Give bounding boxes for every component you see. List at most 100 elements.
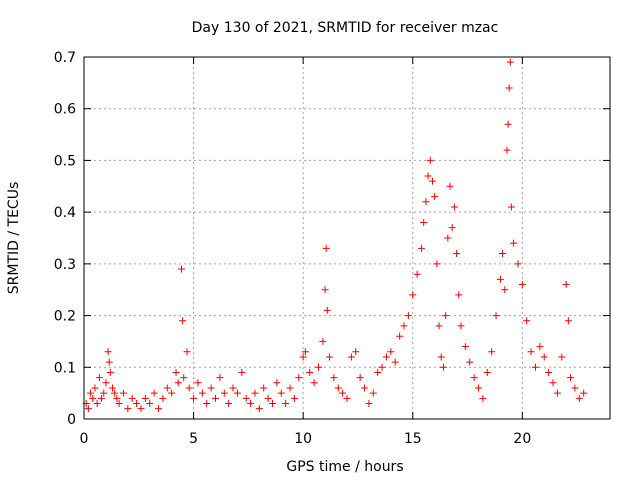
data-point [93,399,101,407]
data-points [82,58,588,413]
data-point [361,384,369,392]
data-point [128,394,136,402]
data-point [315,363,323,371]
data-point [455,291,463,299]
data-point [444,234,452,242]
data-point [98,394,106,402]
data-point [264,394,272,402]
y-tick-label: 0.5 [54,153,76,169]
data-point [178,265,186,273]
data-point [400,322,408,330]
data-point [420,218,428,226]
data-point [483,368,491,376]
data-point [404,312,412,320]
data-point [567,374,575,382]
data-point [499,250,507,258]
data-point [299,353,307,361]
x-tick-label: 15 [404,431,422,447]
data-point [198,389,206,397]
data-point [506,58,514,66]
x-axis-label: GPS time / hours [286,459,403,475]
data-point [356,374,364,382]
y-tick-label: 0.1 [54,360,76,376]
data-point [163,384,171,392]
data-point [310,379,318,387]
data-point [229,384,237,392]
y-tick-label: 0.2 [54,309,76,325]
data-point [492,312,500,320]
data-point [564,317,572,325]
data-point [431,193,439,201]
data-point [185,384,193,392]
data-point [378,363,386,371]
data-point [233,389,241,397]
data-point [545,368,553,376]
data-point [141,394,149,402]
data-point [424,172,432,180]
data-point [523,317,531,325]
data-point [433,260,441,268]
data-point [558,353,566,361]
data-point [322,244,330,252]
data-point [369,389,377,397]
data-point [242,394,250,402]
data-point [439,363,447,371]
data-point [496,275,504,283]
data-point [137,405,145,413]
data-point [453,250,461,258]
data-point [225,399,233,407]
data-point [503,146,511,154]
chart-grid [84,57,610,419]
data-point [203,399,211,407]
data-point [105,358,113,366]
data-point [505,84,513,92]
data-point [334,384,342,392]
data-point [323,306,331,314]
data-point [536,343,544,351]
data-point [212,394,219,402]
data-point [133,399,141,407]
data-point [553,389,561,397]
data-point [549,379,557,387]
data-point [479,394,487,402]
data-point [115,399,123,407]
data-point [580,389,588,397]
data-point [347,353,355,361]
data-point [87,389,95,397]
data-point [562,281,570,289]
data-point [409,291,417,299]
data-point [319,337,327,345]
data-point [435,322,443,330]
data-point [159,394,167,402]
data-point [102,379,110,387]
data-point [321,286,329,294]
x-tick-label: 20 [513,431,531,447]
data-point [504,120,512,128]
x-tick-label: 5 [189,431,198,447]
data-point [104,348,112,356]
data-point [84,405,92,413]
data-point [446,182,454,190]
data-point [194,379,202,387]
data-point [374,368,382,376]
data-point [396,332,404,340]
data-point [426,156,434,164]
data-point [150,389,158,397]
y-tick-label: 0.3 [54,257,76,273]
data-point [514,260,522,268]
data-point [190,394,198,402]
data-point [155,405,163,413]
data-point [247,399,255,407]
data-point [488,348,496,356]
data-point [325,353,333,361]
data-point [352,348,360,356]
data-point [457,322,465,330]
data-point [295,374,303,382]
data-point [418,244,426,252]
data-point [540,353,548,361]
data-point [391,358,399,366]
data-point [531,363,539,371]
data-point [339,389,347,397]
data-point [510,239,518,247]
